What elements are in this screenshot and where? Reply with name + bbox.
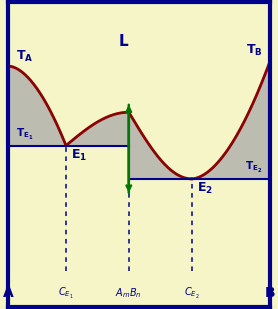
Text: $\mathbf{E_1}$: $\mathbf{E_1}$: [71, 148, 87, 163]
Text: $\mathbf{B}$: $\mathbf{B}$: [264, 286, 276, 300]
Text: $C_{E_2}$: $C_{E_2}$: [184, 286, 199, 302]
Text: $\mathbf{L}$: $\mathbf{L}$: [118, 33, 129, 49]
Text: $A_mB_n$: $A_mB_n$: [115, 286, 142, 300]
Text: $\mathbf{A}$: $\mathbf{A}$: [2, 286, 15, 300]
Text: $\mathbf{T_B}$: $\mathbf{T_B}$: [246, 43, 262, 58]
Text: $C_{E_1}$: $C_{E_1}$: [58, 286, 74, 302]
Text: $\mathbf{E_2}$: $\mathbf{E_2}$: [197, 181, 213, 197]
Text: $\mathbf{T_{E_2}}$: $\mathbf{T_{E_2}}$: [245, 160, 262, 175]
Text: $\mathbf{T_{E_1}}$: $\mathbf{T_{E_1}}$: [16, 127, 34, 142]
Text: $\mathbf{T_A}$: $\mathbf{T_A}$: [16, 49, 34, 64]
